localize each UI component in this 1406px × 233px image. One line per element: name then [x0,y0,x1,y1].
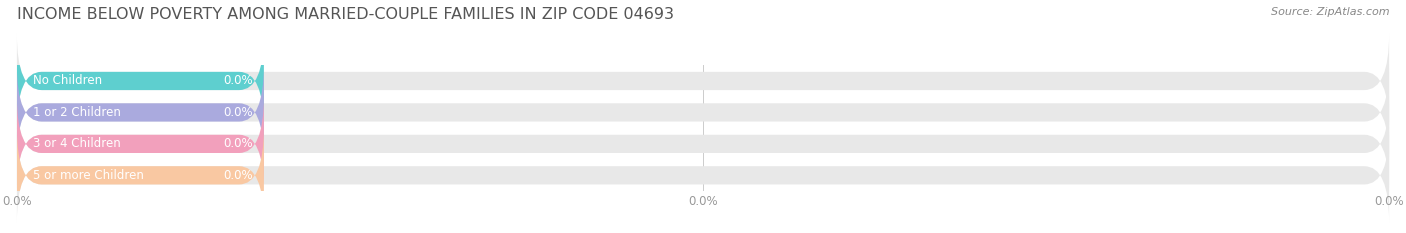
FancyBboxPatch shape [17,96,264,191]
FancyBboxPatch shape [17,34,1389,128]
Text: 0.0%: 0.0% [224,137,253,150]
FancyBboxPatch shape [17,65,264,160]
Text: 0.0%: 0.0% [224,106,253,119]
Text: INCOME BELOW POVERTY AMONG MARRIED-COUPLE FAMILIES IN ZIP CODE 04693: INCOME BELOW POVERTY AMONG MARRIED-COUPL… [17,7,673,22]
Text: 3 or 4 Children: 3 or 4 Children [34,137,121,150]
Text: 0.0%: 0.0% [224,75,253,87]
Text: Source: ZipAtlas.com: Source: ZipAtlas.com [1271,7,1389,17]
FancyBboxPatch shape [17,128,264,223]
FancyBboxPatch shape [17,65,1389,160]
Text: 1 or 2 Children: 1 or 2 Children [34,106,121,119]
FancyBboxPatch shape [17,96,1389,191]
Text: No Children: No Children [34,75,103,87]
Text: 0.0%: 0.0% [224,169,253,182]
Text: 5 or more Children: 5 or more Children [34,169,145,182]
FancyBboxPatch shape [17,34,264,128]
FancyBboxPatch shape [17,128,1389,223]
